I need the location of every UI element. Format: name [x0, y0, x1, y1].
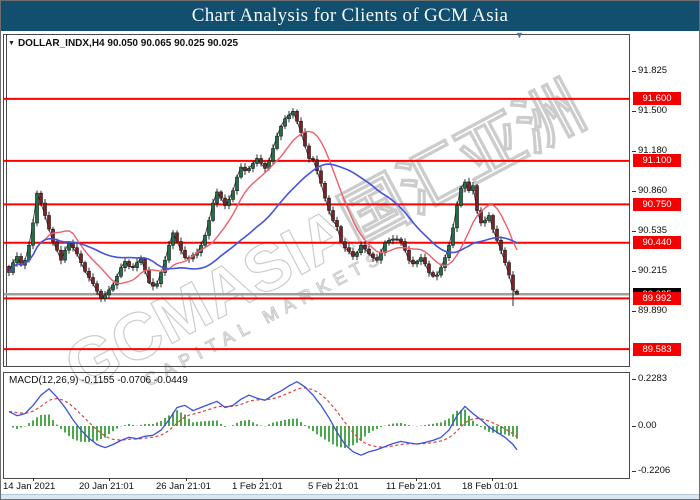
macd-histogram	[12, 409, 518, 449]
macd-axis-tick	[632, 378, 636, 380]
price-axis-label: 91.180	[638, 144, 668, 156]
time-axis-label: 14 Jan 2021	[3, 481, 56, 492]
macd-axis-tick	[632, 426, 636, 427]
time-axis-tick	[262, 478, 263, 481]
time-axis-tick	[338, 478, 339, 481]
time-axis-tick	[416, 478, 417, 481]
macd-axis-label: 0.00	[638, 420, 657, 431]
candlesticks	[7, 108, 519, 307]
price-axis-tick	[632, 190, 636, 192]
time-axis-label: 20 Jan 21:01	[79, 481, 134, 492]
time-axis-tick	[33, 478, 34, 481]
main-price-panel[interactable]	[3, 34, 630, 367]
price-axis-label: 90.535	[638, 224, 668, 236]
time-axis-tick	[492, 478, 493, 481]
price-axis-tick	[632, 270, 636, 272]
title-bar: Chart Analysis for Clients of GCM Asia	[1, 1, 699, 31]
price-level-lines	[4, 97, 629, 351]
symbol-header[interactable]: ▼ DOLLAR_INDX,H4 90.050 90.065 90.025 90.…	[8, 38, 238, 49]
macd-values-label: MACD(12,26,9) -0.1155 -0.0706 -0.0449	[9, 375, 188, 386]
time-axis-label: 11 Feb 21:01	[386, 481, 442, 492]
time-axis-label: 5 Feb 21:01	[308, 481, 359, 492]
price-level-badge: 91.100	[633, 154, 681, 168]
price-axis-tick	[632, 230, 636, 232]
bottom-scrollbar-strip[interactable]	[1, 494, 699, 499]
time-axis-label: 18 Feb 01:01	[462, 481, 518, 492]
page-title: Chart Analysis for Clients of GCM Asia	[191, 5, 509, 26]
price-axis-tick	[632, 71, 636, 72]
macd-axis-label: -0.2206	[638, 465, 671, 477]
price-level-badge: 91.600	[633, 92, 681, 106]
time-axis-label: 1 Feb 21:01	[232, 481, 283, 492]
price-axis-label: 91.825	[638, 65, 668, 76]
macd-axis-label: 0.2283	[638, 372, 668, 384]
macd-indicator-panel[interactable]	[3, 372, 630, 479]
price-level-badge: 89.583	[633, 342, 681, 356]
time-axis-tick	[109, 478, 110, 481]
time-axis-tick	[186, 478, 187, 481]
price-level-badge: 90.750	[633, 197, 681, 211]
chevron-down-icon[interactable]: ▼	[8, 40, 15, 47]
price-axis-tick	[632, 310, 636, 312]
price-axis-label: 91.500	[638, 105, 668, 117]
price-axis-tick	[632, 150, 636, 152]
macd-axis-tick	[632, 471, 636, 473]
price-axis-label: 89.890	[638, 304, 668, 316]
price-level-badge: 90.440	[633, 236, 681, 250]
symbol-ohlc-text: DOLLAR_INDX,H4 90.050 90.065 90.025 90.0…	[17, 38, 239, 49]
time-axis-label: 26 Jan 21:01	[156, 481, 211, 492]
macd-chart-canvas[interactable]	[4, 373, 629, 478]
price-axis-label: 90.860	[638, 184, 668, 196]
price-axis-tick	[632, 111, 636, 113]
chart-shift-marker-icon: ▼	[515, 30, 524, 40]
price-level-badge: 89.992	[633, 291, 681, 305]
macd-main-line	[8, 380, 518, 456]
price-chart-canvas[interactable]	[4, 35, 629, 366]
price-axis-label: 90.215	[638, 264, 668, 276]
